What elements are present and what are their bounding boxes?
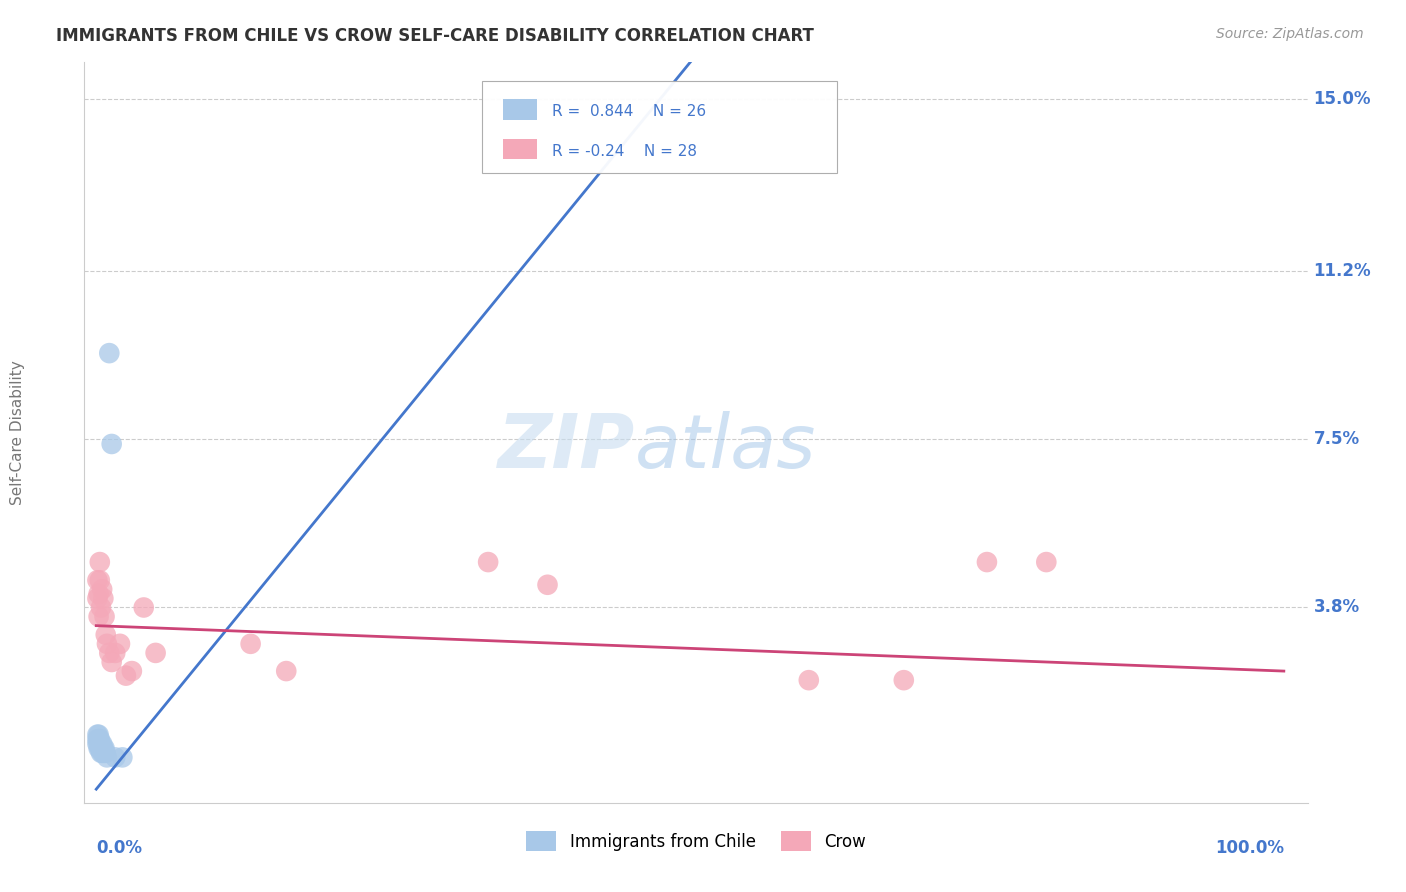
Point bbox=[91, 746, 114, 760]
Point bbox=[93, 746, 115, 760]
Point bbox=[86, 732, 108, 747]
Text: 7.5%: 7.5% bbox=[1313, 431, 1360, 449]
Text: Source: ZipAtlas.com: Source: ZipAtlas.com bbox=[1216, 27, 1364, 41]
Text: 0.0%: 0.0% bbox=[96, 839, 142, 857]
Point bbox=[108, 637, 131, 651]
Point bbox=[89, 573, 111, 587]
Point bbox=[276, 664, 298, 678]
Legend: Immigrants from Chile, Crow: Immigrants from Chile, Crow bbox=[520, 825, 872, 857]
Point bbox=[96, 750, 118, 764]
Point bbox=[893, 673, 915, 688]
Point bbox=[89, 741, 111, 756]
Point bbox=[86, 728, 108, 742]
Point bbox=[87, 609, 110, 624]
Point bbox=[89, 737, 111, 751]
Text: ZIP: ZIP bbox=[498, 411, 636, 484]
Point bbox=[98, 646, 121, 660]
Point bbox=[145, 646, 167, 660]
Point bbox=[90, 746, 112, 760]
Point bbox=[87, 741, 110, 756]
Point bbox=[93, 746, 115, 760]
Point bbox=[121, 664, 143, 678]
Text: R = -0.24    N = 28: R = -0.24 N = 28 bbox=[551, 144, 696, 159]
Point bbox=[87, 737, 110, 751]
Point bbox=[93, 741, 115, 756]
FancyBboxPatch shape bbox=[503, 138, 537, 160]
Text: atlas: atlas bbox=[636, 411, 817, 483]
Point bbox=[86, 737, 108, 751]
Point bbox=[477, 555, 499, 569]
Point bbox=[93, 741, 115, 756]
Point bbox=[100, 655, 122, 669]
Text: 100.0%: 100.0% bbox=[1215, 839, 1284, 857]
FancyBboxPatch shape bbox=[503, 99, 537, 120]
Point bbox=[104, 750, 127, 764]
Point bbox=[98, 346, 121, 360]
Point bbox=[91, 582, 114, 597]
Text: Self-Care Disability: Self-Care Disability bbox=[10, 360, 24, 505]
Point bbox=[87, 728, 110, 742]
Point bbox=[90, 600, 112, 615]
Text: 15.0%: 15.0% bbox=[1313, 90, 1371, 108]
Point bbox=[93, 591, 115, 606]
Point bbox=[91, 741, 114, 756]
Point bbox=[100, 437, 122, 451]
Point bbox=[976, 555, 998, 569]
Point bbox=[89, 732, 111, 747]
Point bbox=[90, 741, 112, 756]
Point bbox=[91, 737, 114, 751]
FancyBboxPatch shape bbox=[482, 81, 837, 173]
Point bbox=[94, 628, 117, 642]
Point bbox=[1035, 555, 1057, 569]
Point bbox=[239, 637, 262, 651]
Point bbox=[87, 587, 110, 601]
Point bbox=[86, 591, 108, 606]
Point bbox=[111, 750, 134, 764]
Point bbox=[94, 746, 117, 760]
Point bbox=[132, 600, 155, 615]
Point bbox=[115, 668, 138, 682]
Text: 3.8%: 3.8% bbox=[1313, 599, 1360, 616]
Point bbox=[104, 646, 127, 660]
Point bbox=[89, 555, 111, 569]
Point bbox=[90, 737, 112, 751]
Text: IMMIGRANTS FROM CHILE VS CROW SELF-CARE DISABILITY CORRELATION CHART: IMMIGRANTS FROM CHILE VS CROW SELF-CARE … bbox=[56, 27, 814, 45]
Point bbox=[797, 673, 820, 688]
Point bbox=[536, 578, 558, 592]
Point bbox=[86, 573, 108, 587]
Point bbox=[87, 732, 110, 747]
Text: R =  0.844    N = 26: R = 0.844 N = 26 bbox=[551, 104, 706, 120]
Point bbox=[96, 637, 118, 651]
Point bbox=[93, 609, 115, 624]
Text: 11.2%: 11.2% bbox=[1313, 262, 1371, 280]
